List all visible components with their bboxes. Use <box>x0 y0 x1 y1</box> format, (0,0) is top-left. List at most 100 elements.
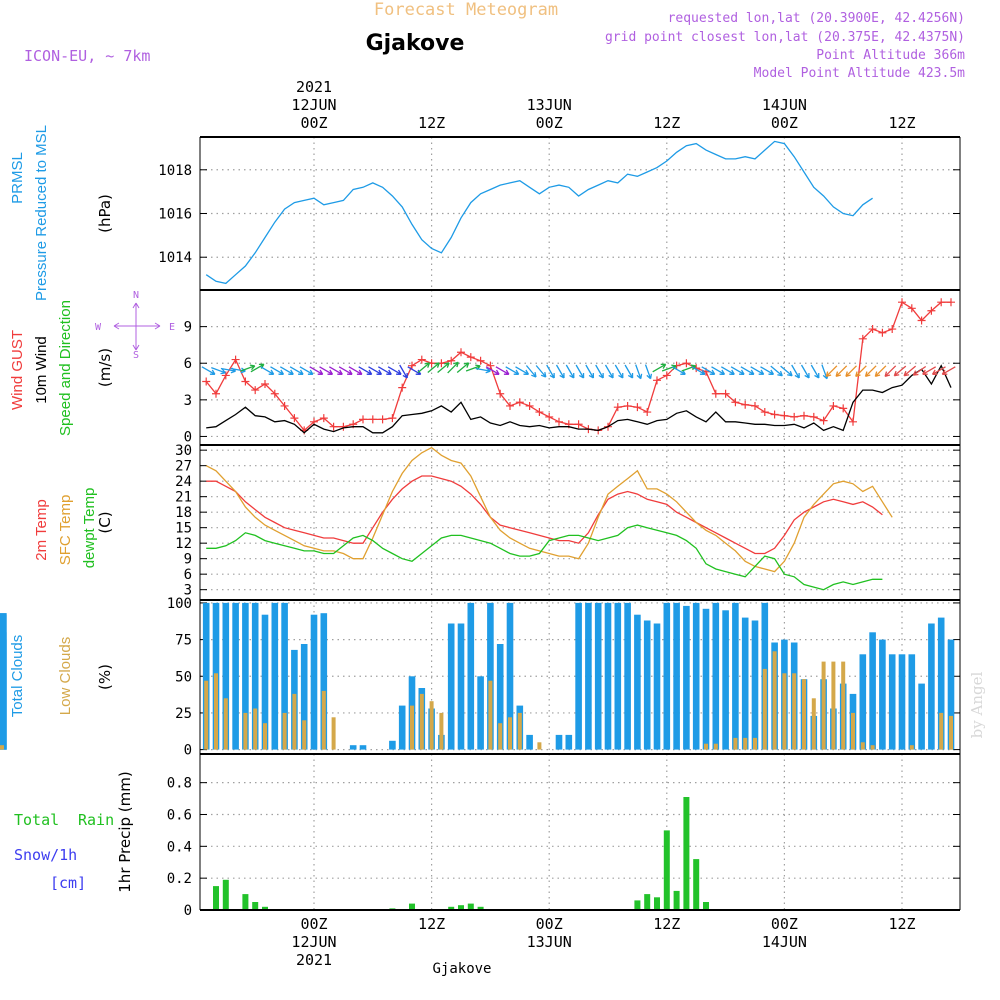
total-cloud-bar <box>918 683 925 750</box>
total-cloud-bar <box>232 602 239 750</box>
low-cloud-bar <box>782 673 787 750</box>
gust-marker <box>339 422 348 431</box>
bottom-time-label: 12JUN <box>291 933 336 951</box>
precip-bar <box>448 906 455 910</box>
gust-marker <box>574 420 583 429</box>
y-tick-label: 3 <box>184 583 192 599</box>
precip-bar <box>703 902 709 910</box>
gust-marker <box>417 355 426 364</box>
gust-marker <box>907 304 916 313</box>
total-cloud-bar <box>457 623 465 750</box>
wind-direction-arrow <box>475 367 491 374</box>
wind-direction-arrow <box>465 364 481 372</box>
location-title: Gjakove <box>366 31 465 56</box>
wind-direction-arrow <box>585 364 595 379</box>
footer-location: Gjakove <box>432 961 491 977</box>
gust-marker <box>829 401 838 410</box>
wind-direction-arrow <box>893 365 907 377</box>
gust-marker <box>221 371 230 380</box>
wind-direction-arrow <box>874 365 887 378</box>
y-tick-label: 25 <box>175 706 192 722</box>
gust-marker <box>329 422 338 431</box>
low-cloud-bar <box>223 698 228 750</box>
low-cloud-bar <box>821 661 826 750</box>
gust-marker <box>839 404 848 413</box>
low-cloud-bar <box>517 712 522 750</box>
gust-marker <box>868 325 877 334</box>
gust-marker <box>290 414 299 423</box>
wind-direction-arrow <box>377 366 392 375</box>
top-time-label: 2021 <box>296 78 332 96</box>
bottom-time-label: 2021 <box>296 951 332 969</box>
low-cloud-bar <box>488 680 493 750</box>
gust-marker <box>280 401 289 410</box>
gust-marker <box>800 411 808 420</box>
legend-label: dewpt Temp <box>81 488 98 569</box>
total-cloud-bar <box>741 617 749 750</box>
gust-marker <box>809 412 818 421</box>
gust-marker <box>653 376 661 385</box>
wind-direction-arrow <box>691 366 706 375</box>
wind-direction-arrow <box>884 365 897 378</box>
low-cloud-bar <box>743 737 748 750</box>
wind-direction-arrow <box>358 366 373 375</box>
low-cloud-bar <box>949 715 953 750</box>
wind-direction-arrow <box>903 365 917 377</box>
low-cloud-bar <box>802 679 806 750</box>
y-tick-label: 1014 <box>158 250 192 266</box>
total-cloud-bar <box>320 613 328 750</box>
legend-rain: Rain <box>78 811 114 829</box>
total-cloud-bar <box>271 602 279 750</box>
y-tick-label: 9 <box>184 552 192 568</box>
wind-direction-arrow <box>299 366 314 375</box>
compass-south: S <box>133 350 139 361</box>
requested-coords: requested lon,lat (20.3900E, 42.4256N) <box>668 11 965 26</box>
wind-direction-arrow <box>447 361 459 374</box>
total-cloud-bar <box>526 734 533 750</box>
wind-direction-arrow <box>845 365 857 378</box>
total-cloud-bar <box>937 617 945 750</box>
low-cloud-bar <box>841 661 846 750</box>
total-cloud-bar <box>898 654 906 750</box>
wind-direction-arrow <box>720 366 735 375</box>
low-cloud-bar <box>772 651 777 750</box>
y-tick-label: 0 <box>184 903 192 919</box>
total-cloud-bar <box>202 602 210 750</box>
wind-direction-arrow <box>635 364 643 380</box>
wind-direction-arrow <box>730 366 745 375</box>
low-cloud-bar <box>704 743 708 750</box>
legend-label: Wind GUST <box>9 330 26 410</box>
compass-west: W <box>95 322 102 333</box>
watermark: by Angel <box>968 671 986 738</box>
wind-direction-arrow <box>864 365 877 378</box>
gust-marker <box>790 412 799 421</box>
legend-label: Total Clouds <box>9 635 26 718</box>
low-cloud-bar <box>498 723 503 750</box>
gust-marker <box>270 389 279 398</box>
total-cloud-bar <box>389 740 396 750</box>
model-label: ICON-EU, ~ 7km <box>24 47 150 65</box>
y-tick-label: 9 <box>184 320 192 336</box>
wind-direction-arrow <box>644 364 653 380</box>
legend-label: Low Clouds <box>57 637 74 715</box>
precip-bar <box>634 900 641 910</box>
low-cloud-bar <box>0 745 4 750</box>
y-axis-label: (%) <box>96 664 114 690</box>
wind-direction-arrow <box>338 366 353 375</box>
wind-direction-arrow <box>201 366 216 375</box>
top-time-label: 12Z <box>653 114 680 132</box>
gust-marker <box>741 400 750 409</box>
gust-marker <box>368 415 377 424</box>
low-cloud-bar <box>811 698 816 750</box>
gust-marker <box>398 383 407 392</box>
wind-direction-arrow <box>555 364 565 379</box>
total-cloud-bar <box>281 602 288 750</box>
gust-marker <box>623 401 632 410</box>
grid-point-coords: grid point closest lon,lat (20.375E, 42.… <box>605 30 965 45</box>
y-axis-label: (C) <box>96 511 114 533</box>
compass-east: E <box>169 322 175 333</box>
gust-marker <box>927 306 936 315</box>
wind-direction-arrow <box>800 364 810 379</box>
pressure-line <box>205 140 873 285</box>
